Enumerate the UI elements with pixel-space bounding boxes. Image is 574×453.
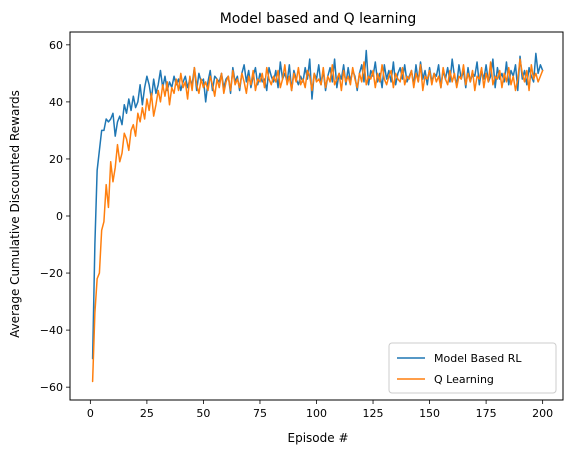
legend-box: [388, 342, 557, 394]
x-tick-label: 75: [253, 407, 267, 420]
legend-label: Q Learning: [434, 373, 494, 386]
series-layer: [91, 49, 544, 383]
x-tick-label: 150: [419, 407, 440, 420]
y-tick-label: 0: [56, 210, 63, 223]
y-axis-label: Average Cumulative Discounted Rewards: [8, 90, 22, 338]
y-tick-label: −60: [40, 381, 63, 394]
legend-label: Model Based RL: [434, 352, 522, 365]
y-tick-label: −40: [40, 324, 63, 337]
x-tick-label: 200: [532, 407, 553, 420]
y-axis: −60 −40 −20 0 20 40 60: [40, 39, 70, 394]
chart-title: Model based and Q learning: [220, 11, 417, 27]
x-tick-label: 0: [87, 407, 94, 420]
x-axis-label: Episode #: [288, 431, 349, 445]
y-tick-label: 40: [49, 96, 63, 109]
x-tick-label: 100: [306, 407, 327, 420]
x-tick-label: 175: [476, 407, 497, 420]
series-line-2: [91, 58, 544, 383]
y-tick-label: 60: [49, 39, 63, 52]
y-tick-label: −20: [40, 267, 63, 280]
x-tick-label: 25: [140, 407, 154, 420]
y-tick-label: 20: [49, 153, 63, 166]
legend: Model Based RL Q Learning: [388, 342, 557, 394]
x-tick-label: 125: [363, 407, 384, 420]
x-axis: 0 25 50 75 100 125 150 175 200: [87, 400, 553, 420]
x-tick-label: 50: [196, 407, 210, 420]
